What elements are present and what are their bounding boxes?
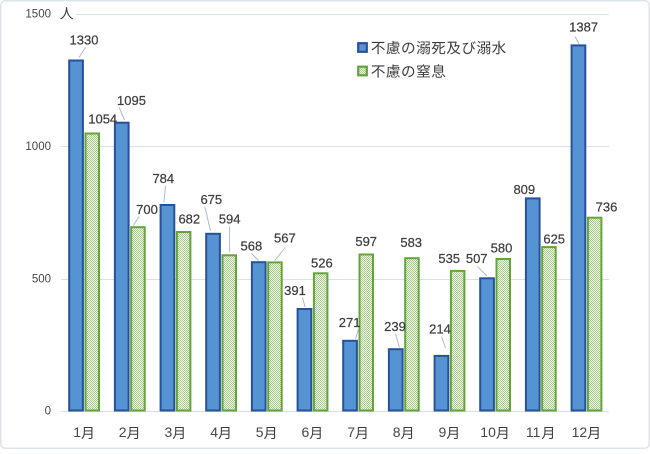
svg-text:594: 594 (219, 211, 241, 226)
svg-text:597: 597 (355, 234, 377, 249)
svg-text:214: 214 (429, 322, 451, 337)
svg-text:3: 3 (165, 424, 173, 440)
svg-text:1330: 1330 (70, 32, 99, 47)
svg-text:1387: 1387 (569, 20, 598, 35)
svg-text:625: 625 (543, 232, 565, 247)
svg-text:10: 10 (480, 424, 496, 440)
svg-text:675: 675 (200, 192, 222, 207)
svg-text:784: 784 (152, 171, 174, 186)
svg-text:11: 11 (526, 424, 541, 440)
svg-text:535: 535 (438, 251, 460, 266)
svg-text:809: 809 (513, 182, 535, 197)
svg-text:1500: 1500 (25, 9, 51, 21)
svg-text:682: 682 (178, 211, 200, 226)
svg-text:271: 271 (339, 315, 361, 330)
svg-text:567: 567 (274, 230, 296, 245)
svg-text:12: 12 (572, 424, 588, 440)
svg-text:7: 7 (347, 424, 355, 440)
svg-text:1095: 1095 (117, 93, 146, 108)
svg-text:526: 526 (311, 255, 333, 270)
svg-text:500: 500 (32, 274, 51, 286)
svg-text:700: 700 (136, 202, 158, 217)
svg-text:1054: 1054 (88, 112, 117, 127)
svg-text:583: 583 (400, 235, 422, 250)
svg-text:2: 2 (119, 424, 127, 440)
svg-text:5: 5 (256, 424, 264, 440)
svg-text:736: 736 (596, 199, 618, 214)
svg-text:391: 391 (284, 283, 306, 298)
svg-text:6: 6 (302, 424, 310, 440)
svg-text:507: 507 (466, 251, 488, 266)
svg-text:8: 8 (393, 424, 401, 440)
svg-text:568: 568 (241, 239, 263, 254)
svg-text:239: 239 (384, 319, 406, 334)
svg-text:1: 1 (73, 424, 81, 440)
svg-text:0: 0 (45, 406, 51, 418)
svg-text:1000: 1000 (25, 141, 51, 153)
svg-text:4: 4 (210, 424, 218, 440)
svg-text:9: 9 (439, 424, 447, 440)
svg-text:580: 580 (491, 240, 513, 255)
